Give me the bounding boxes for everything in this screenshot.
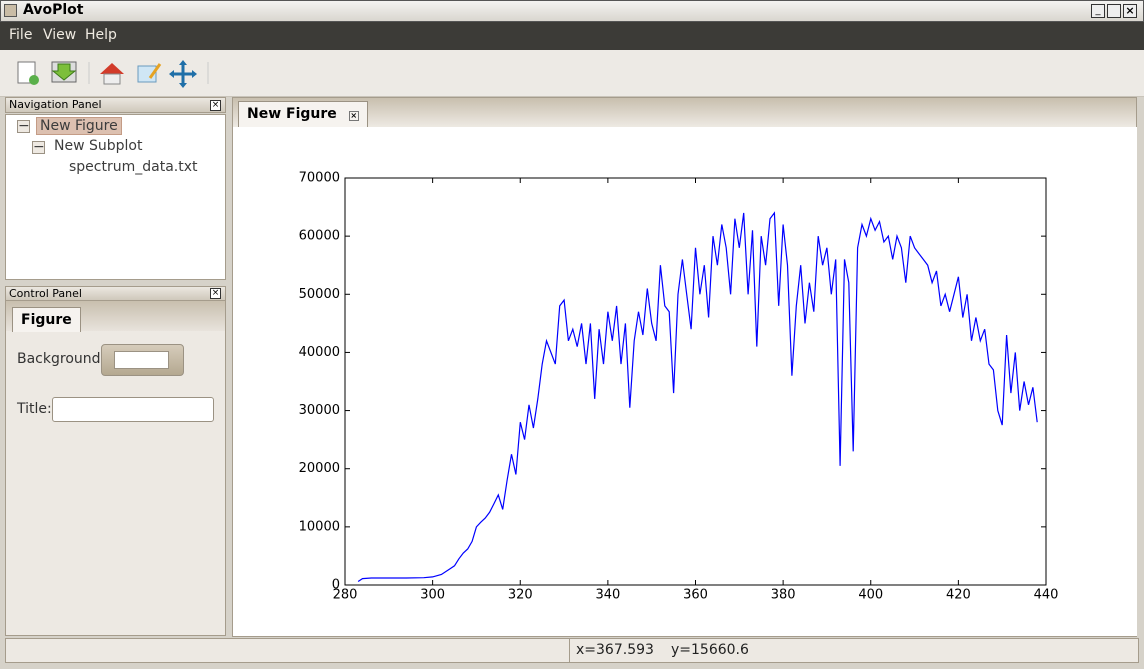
panel-title: Control Panel [9,287,82,300]
panel-close[interactable]: × [210,100,221,111]
x-tick-label: 280 [333,588,358,603]
x-tick-label: 320 [508,588,533,603]
y-tick-label: 60000 [299,229,340,244]
status-divider [569,639,570,662]
edit-button[interactable] [137,63,162,83]
x-tick-label: 380 [771,588,796,603]
color-button[interactable] [101,344,184,376]
y-tick-label: 20000 [299,461,340,476]
chart: 0 10000 20000 30000 40000 50000 60000 70000 280 3… [299,171,1059,603]
app-icon [4,4,17,17]
menu-item[interactable]: File [9,27,33,43]
window-title: AvoPlot [23,2,84,18]
tab-label: New Figure [247,106,337,122]
toolbar [0,50,1144,97]
tree-expander[interactable]: − [17,118,30,134]
x-tick-label: 420 [946,588,971,603]
tab-close[interactable]: × [348,111,359,121]
status-x: x=367.593 [576,642,654,658]
tree-item[interactable]: spectrum_data.txt [69,159,198,175]
y-tick-label: 50000 [299,287,340,302]
status-y: y=15660.6 [671,642,749,658]
maximize-button[interactable] [1107,4,1121,18]
status-bar: x=367.593 y=15660.6 [5,638,1139,663]
minimize-button[interactable]: _ [1091,4,1105,18]
tab[interactable]: New Figure × [238,101,368,127]
y-tick-label: 40000 [299,345,340,360]
tree-item[interactable]: New Figure [36,117,122,135]
y-tick-label: 0 [332,578,340,593]
menu-bar: File View Help [0,22,1144,50]
home-button[interactable] [100,63,124,85]
control-panel-header: Control Panel × [5,286,226,301]
x-tick-label: 400 [858,588,883,603]
y-tick-label: 30000 [299,403,340,418]
menu-item[interactable]: View [43,27,77,43]
control-panel: Figure Background: Title: [5,300,226,636]
field-label: Background: [17,351,106,367]
toolbar-icons [17,60,209,88]
navigation-tree: − New Figure − New Subplot spectrum_data… [5,114,226,280]
data-line [357,211,1038,583]
save-button[interactable] [51,61,77,83]
panel-title: Navigation Panel [9,98,102,111]
tab[interactable]: Figure [12,307,81,332]
close-button[interactable]: × [1123,4,1137,18]
panel-close[interactable]: × [210,288,221,299]
title-bar: AvoPlot _ × [0,0,1144,22]
pan-button[interactable] [169,60,197,88]
new-button[interactable] [17,61,39,85]
tree-item[interactable]: New Subplot [54,138,143,154]
y-tick-label: 70000 [299,171,340,186]
field-label: Title: [17,401,52,417]
figure-canvas: 0 10000 20000 30000 40000 50000 60000 70000 280 3… [233,127,1137,636]
title-input[interactable] [52,397,214,422]
x-tick-label: 360 [683,588,708,603]
menu-item[interactable]: Help [85,27,117,43]
x-tick-label: 340 [595,588,620,603]
x-tick-label: 440 [1034,588,1059,603]
y-tick-label: 10000 [299,519,340,534]
tree-expander[interactable]: − [32,139,45,155]
plot-frame [344,177,1047,586]
navigation-panel-header: Navigation Panel × [5,97,226,113]
x-tick-label: 300 [420,588,445,603]
